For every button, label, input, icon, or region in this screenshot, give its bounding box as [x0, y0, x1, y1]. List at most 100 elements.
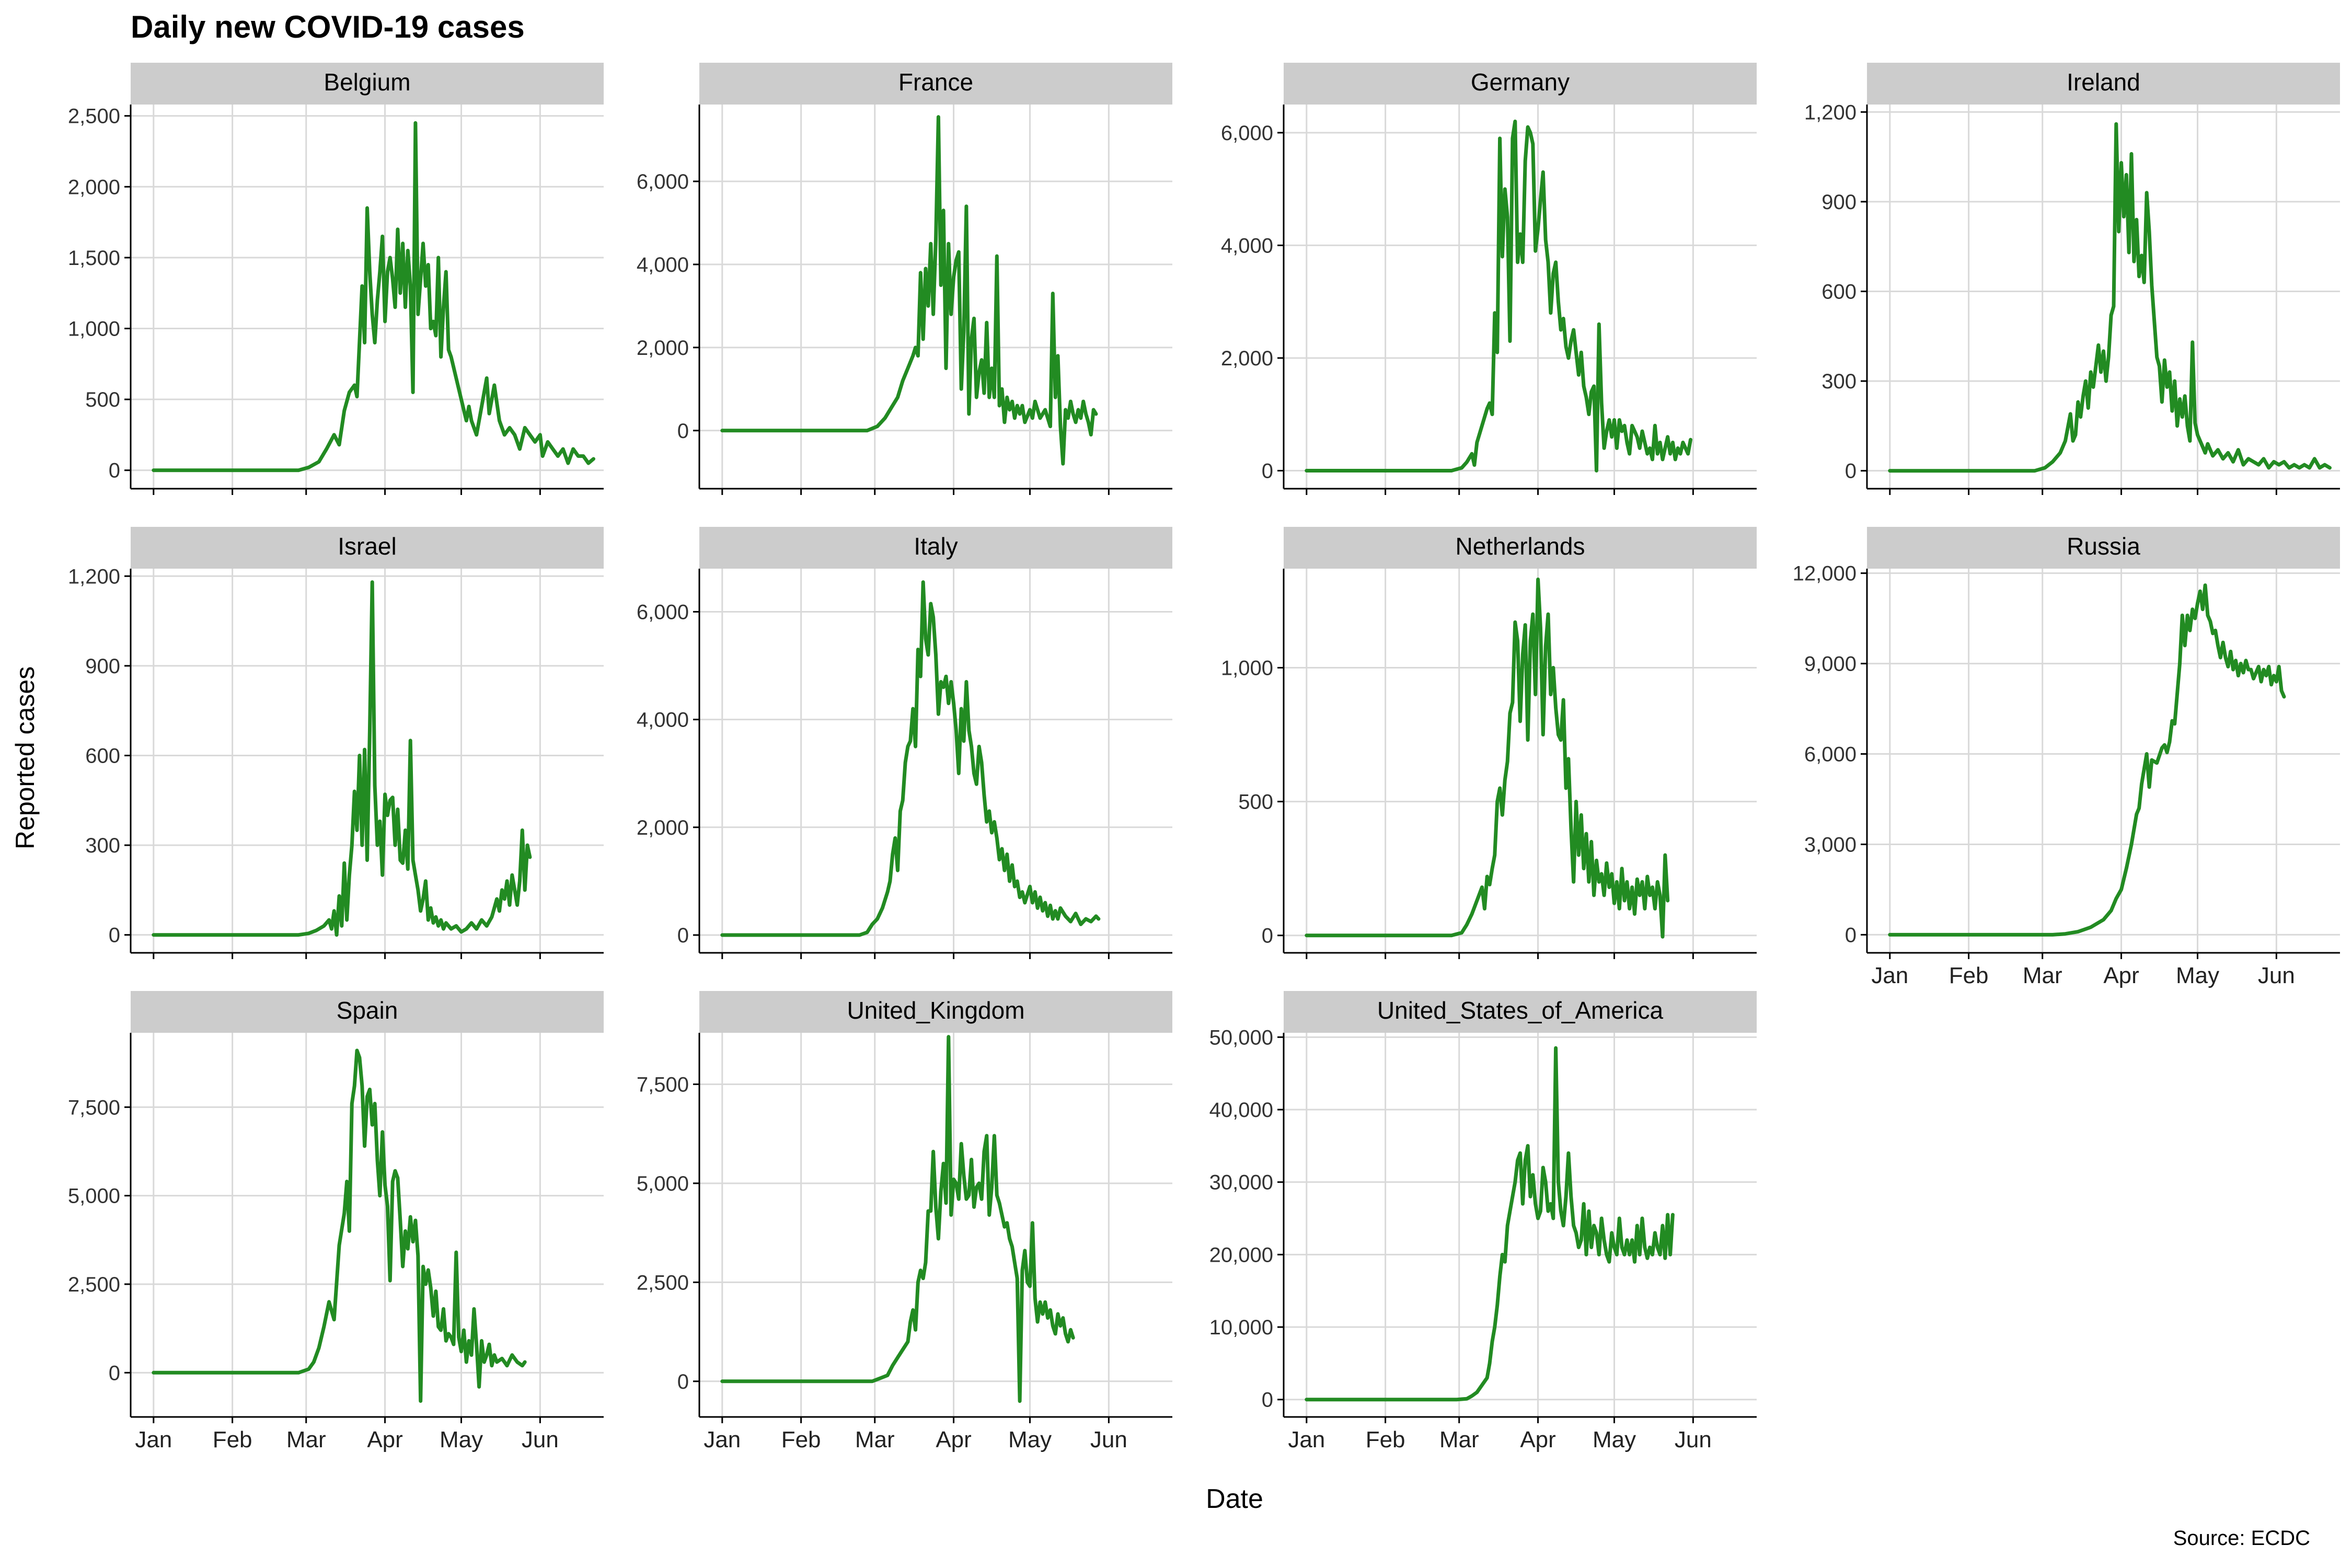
facet-strip [131, 63, 604, 105]
y-tick-label: 20,000 [1209, 1243, 1273, 1266]
y-tick-label: 4,000 [1221, 234, 1273, 257]
y-tick-label: 1,200 [68, 565, 120, 588]
y-tick-label: 0 [1845, 924, 1857, 947]
facet-strip-label: Netherlands [1455, 533, 1585, 560]
y-tick-label: 2,000 [1221, 347, 1273, 370]
facet-strip-label: Belgium [324, 68, 410, 96]
y-tick-label: 2,000 [637, 816, 689, 839]
x-tick-label: May [1593, 1427, 1636, 1452]
series-line-israel [152, 580, 532, 937]
x-tick-label: Jun [522, 1427, 559, 1452]
facet-strip [1284, 527, 1757, 569]
y-tick-label: 300 [85, 834, 120, 857]
x-tick-label: Apr [936, 1427, 971, 1452]
x-tick-label: Feb [213, 1427, 252, 1452]
x-tick-label: Feb [781, 1427, 821, 1452]
series-line-spain [152, 1048, 527, 1403]
panel-netherlands: Netherlands 0 500 1,000 [1221, 527, 1757, 959]
facet-strip [1284, 63, 1757, 105]
panel-belgium: Belgium 0 500 1,000 1,500 2,000 2,500 [68, 63, 604, 495]
panel-spain: Spain 0 2,500 5,000 7,500 Jan Feb Mar Apr May Jun [68, 991, 604, 1452]
y-tick-label: 40,000 [1209, 1099, 1273, 1122]
y-tick-label: 900 [1821, 191, 1857, 214]
y-tick-label: 2,500 [637, 1271, 689, 1294]
x-tick-label: Mar [2023, 963, 2062, 988]
y-tick-label: 0 [677, 924, 689, 947]
facet-strip [699, 527, 1172, 569]
x-tick-label: Apr [2103, 963, 2139, 988]
y-tick-label: 1,000 [68, 318, 120, 341]
y-axis-title: Reported cases [10, 666, 40, 849]
y-tick-label: 2,000 [68, 176, 120, 199]
y-tick-label: 0 [109, 924, 120, 947]
series-line-united-kingdom [720, 1035, 1075, 1403]
series-line-germany [1305, 119, 1692, 472]
y-tick-label: 600 [1821, 280, 1857, 303]
panel-united-states-of-america: United_States_of_America 0 10,000 20,000 30,… [1209, 991, 1757, 1452]
x-axis-title: Date [1206, 1484, 1263, 1514]
chart-title: Daily new COVID-19 cases [131, 9, 525, 44]
facet-strip-label: France [898, 68, 973, 96]
y-tick-label: 6,000 [1804, 743, 1857, 766]
y-tick-label: 9,000 [1804, 653, 1857, 676]
facet-strip-label: United_Kingdom [847, 997, 1024, 1024]
x-tick-label: May [440, 1427, 483, 1452]
x-tick-label: Jun [1090, 1427, 1127, 1452]
facet-strip-label: Ireland [2067, 68, 2140, 96]
facet-panels: Belgium 0 500 1,000 1,500 2,000 2,500 France 0 2,… [68, 63, 2340, 1452]
series-line-ireland [1888, 122, 2332, 473]
x-tick-label: Jun [1675, 1427, 1712, 1452]
panel-germany: Germany 0 2,000 4,000 6,000 [1221, 63, 1757, 495]
y-tick-label: 3,000 [1804, 833, 1857, 856]
y-tick-label: 1,500 [68, 247, 120, 270]
panel-italy: Italy 0 2,000 4,000 6,000 [637, 527, 1172, 959]
y-tick-label: 12,000 [1793, 562, 1857, 585]
x-tick-label: Apr [367, 1427, 402, 1452]
y-tick-label: 500 [1238, 791, 1273, 814]
y-tick-label: 6,000 [637, 170, 689, 193]
y-tick-label: 2,500 [68, 105, 120, 128]
x-tick-label: Mar [855, 1427, 895, 1452]
y-tick-label: 6,000 [1221, 122, 1273, 145]
y-tick-label: 10,000 [1209, 1316, 1273, 1339]
facet-strip-label: Russia [2067, 533, 2140, 560]
x-tick-label: Jan [1871, 963, 1908, 988]
x-tick-label: Jan [135, 1427, 172, 1452]
facet-strip [699, 991, 1172, 1033]
x-tick-label: Jan [704, 1427, 741, 1452]
series-line-united-states-of-america [1305, 1046, 1675, 1402]
x-tick-label: Jan [1288, 1427, 1325, 1452]
panel-russia: Russia 0 3,000 6,000 9,000 12,000 Jan Feb Mar Apr… [1793, 527, 2340, 988]
y-tick-label: 7,500 [637, 1074, 689, 1097]
facet-strip [131, 527, 604, 569]
y-tick-label: 0 [109, 459, 120, 482]
facet-strip-label: Spain [337, 997, 398, 1024]
y-tick-label: 0 [1262, 1389, 1273, 1412]
y-tick-label: 2,000 [637, 337, 689, 360]
chart-caption: Source: ECDC [2173, 1527, 2310, 1550]
x-tick-label: Apr [1520, 1427, 1555, 1452]
facet-strip [1867, 63, 2340, 105]
panel-ireland: Ireland 0 300 600 900 1,200 [1804, 63, 2340, 495]
x-tick-label: Feb [1949, 963, 1989, 988]
y-tick-label: 0 [1262, 460, 1273, 483]
y-tick-label: 600 [85, 744, 120, 767]
y-tick-label: 1,000 [1221, 657, 1273, 680]
facet-strip-label: Germany [1471, 68, 1570, 96]
y-tick-label: 6,000 [637, 601, 689, 624]
y-tick-label: 0 [1845, 460, 1857, 483]
y-tick-label: 0 [1262, 925, 1273, 948]
facet-strip [699, 63, 1172, 105]
y-tick-label: 0 [677, 1370, 689, 1393]
y-tick-label: 0 [109, 1362, 120, 1385]
series-line-france [720, 115, 1098, 466]
y-tick-label: 300 [1821, 370, 1857, 393]
y-tick-label: 2,500 [68, 1273, 120, 1296]
panel-israel: Israel 0 300 600 900 1,200 [68, 527, 604, 959]
y-tick-label: 5,000 [68, 1185, 120, 1208]
y-tick-label: 30,000 [1209, 1171, 1273, 1194]
facet-strip-label: Israel [338, 533, 396, 560]
facet-strip [1867, 527, 2340, 569]
facet-strip [131, 991, 604, 1033]
